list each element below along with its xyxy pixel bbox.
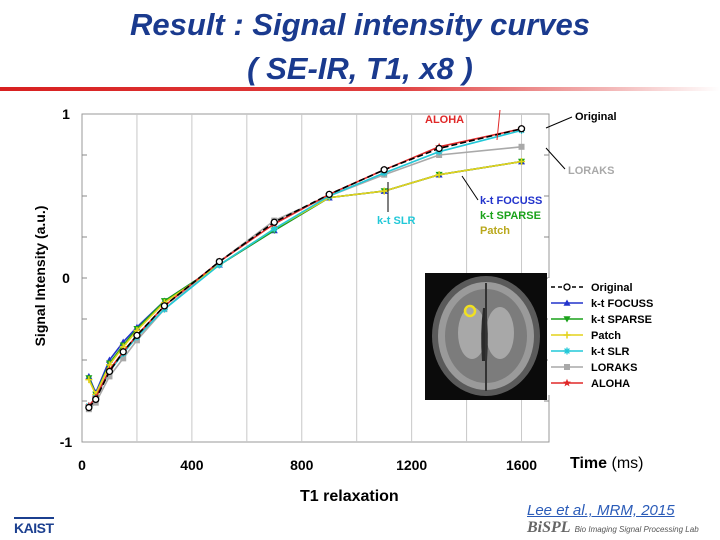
legend-item: Original bbox=[551, 282, 633, 294]
y-tick-label: -1 bbox=[60, 434, 73, 450]
data-point bbox=[215, 257, 224, 266]
legend-item: ALOHA bbox=[551, 378, 630, 390]
annotation-label: k-t FOCUSS bbox=[480, 195, 542, 207]
x-axis-label: T1 relaxation bbox=[300, 488, 399, 505]
lab-name: Bio Imaging Signal Processing Lab bbox=[574, 525, 699, 534]
legend-label: Patch bbox=[591, 330, 621, 342]
y-tick-label: 1 bbox=[62, 106, 70, 122]
data-point bbox=[85, 403, 93, 412]
series-original bbox=[85, 125, 526, 412]
x-tick-label: 400 bbox=[180, 457, 204, 473]
y-tick-label: 0 bbox=[62, 270, 70, 286]
x-tick-label: 1600 bbox=[506, 457, 537, 473]
series-line bbox=[88, 128, 522, 409]
slide-title-line2: ( SE-IR, T1, x8 ) bbox=[247, 51, 473, 86]
x-tick-label: 800 bbox=[290, 457, 314, 473]
data-point bbox=[160, 302, 169, 310]
legend-label: Original bbox=[591, 282, 633, 294]
legend-label: k-t SLR bbox=[591, 346, 630, 358]
citation-link[interactable]: Lee et al., MRM, 2015 bbox=[527, 502, 675, 519]
data-point bbox=[270, 225, 278, 233]
x-tick-label: 1200 bbox=[396, 457, 427, 473]
data-point bbox=[270, 218, 278, 226]
data-point bbox=[563, 378, 571, 387]
data-point bbox=[380, 166, 388, 174]
data-point bbox=[563, 347, 571, 355]
data-point bbox=[380, 187, 388, 195]
annotation-label: k-t SPARSE bbox=[480, 210, 541, 222]
data-point bbox=[120, 355, 127, 362]
bispl-logo: BiSPL Bio Imaging Signal Processing Lab bbox=[527, 519, 699, 537]
time-unit: (ms) bbox=[611, 455, 644, 472]
slide-title-line1: Result : Signal intensity curves bbox=[130, 7, 590, 42]
y-axis-label: Signal Intensity (a.u.) bbox=[32, 205, 48, 347]
data-point bbox=[133, 331, 141, 340]
data-point bbox=[563, 316, 571, 323]
legend-box bbox=[548, 278, 668, 395]
data-point bbox=[119, 348, 127, 356]
annotation-arrow bbox=[496, 109, 501, 141]
data-point bbox=[85, 376, 93, 384]
data-point bbox=[518, 143, 525, 150]
legend-item: Patch bbox=[551, 330, 621, 342]
legend-item: k-t SLR bbox=[551, 346, 630, 358]
legend-item: k-t FOCUSS bbox=[551, 298, 653, 310]
data-point bbox=[563, 299, 571, 306]
annotation-label: Original bbox=[575, 111, 617, 123]
data-point bbox=[563, 331, 571, 339]
annotation-label: Patch bbox=[480, 225, 510, 237]
annotation-label: k-t SLR bbox=[377, 215, 416, 227]
annotation-arrow bbox=[545, 147, 566, 170]
legend-item: LORAKS bbox=[551, 362, 637, 374]
time-axis-label: Time (ms) bbox=[570, 455, 644, 473]
annotation-arrow bbox=[545, 116, 573, 129]
data-point bbox=[517, 125, 526, 133]
data-point bbox=[518, 158, 526, 166]
time-label-text: Time bbox=[570, 455, 608, 472]
legend-label: k-t SPARSE bbox=[591, 314, 652, 326]
data-point bbox=[105, 367, 114, 376]
annotation-label: LORAKS bbox=[568, 165, 614, 177]
legend-label: k-t FOCUSS bbox=[591, 298, 653, 310]
annotation-label: ALOHA bbox=[425, 114, 464, 126]
roi-circle bbox=[463, 304, 477, 318]
legend-label: LORAKS bbox=[591, 362, 637, 374]
data-point bbox=[563, 283, 571, 291]
data-point bbox=[92, 395, 100, 404]
series-line bbox=[88, 146, 522, 410]
brain-mri-image bbox=[425, 273, 547, 400]
data-point bbox=[325, 190, 333, 199]
bispl-logo-text: BiSPL bbox=[527, 519, 571, 536]
data-point bbox=[106, 373, 113, 380]
title-divider bbox=[0, 87, 720, 91]
data-point bbox=[435, 171, 443, 179]
x-tick-label: 0 bbox=[78, 457, 86, 473]
data-point bbox=[564, 364, 570, 370]
annotation-arrow bbox=[461, 175, 479, 201]
kaist-logo: KAIST bbox=[14, 517, 54, 536]
legend-label: ALOHA bbox=[591, 378, 630, 390]
legend-item: k-t SPARSE bbox=[551, 314, 652, 326]
data-point bbox=[435, 144, 443, 153]
